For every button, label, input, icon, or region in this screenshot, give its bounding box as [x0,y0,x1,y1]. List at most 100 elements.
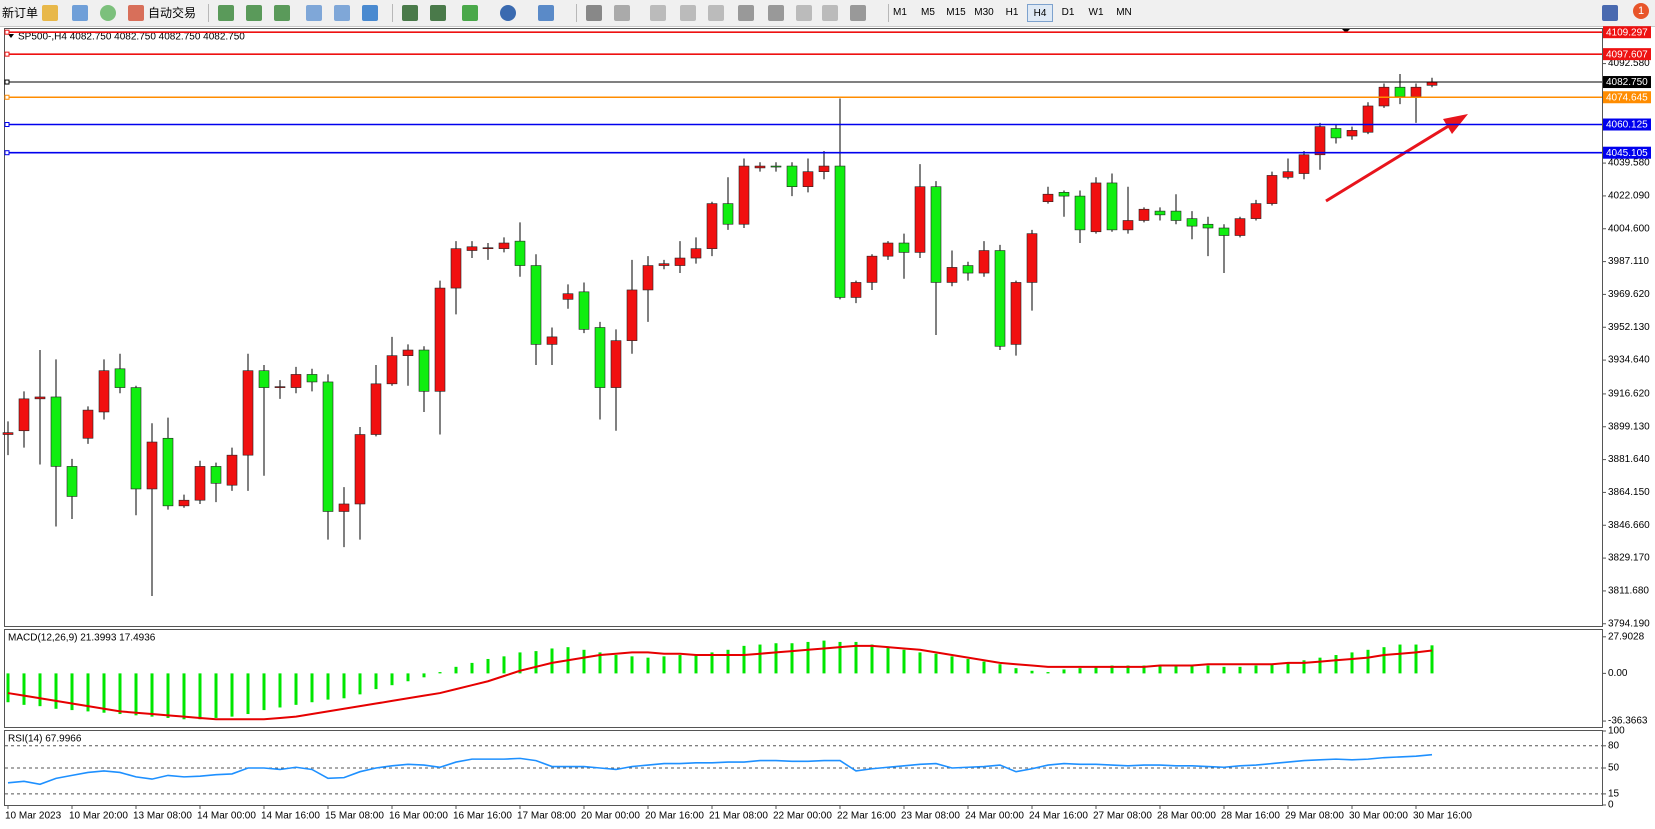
icon[interactable] [850,5,866,21]
icon[interactable] [614,5,630,21]
macd-bar [982,661,986,674]
icon[interactable] [430,5,446,21]
y-tick-label: 27.9028 [1608,631,1645,642]
icon[interactable] [334,5,350,21]
timeframe-button[interactable]: M5 [921,7,935,18]
price-label-box [1603,146,1651,159]
icon[interactable] [738,5,754,21]
price-label-box [1603,91,1651,104]
macd-bar [1094,666,1098,674]
timeframe-button[interactable]: M30 [974,7,994,18]
macd-bar [1190,665,1194,674]
candle-body [210,466,222,484]
toolbar: 新订单 自动交易 M1 M5 M15 M30 H1 H4 D1 W1 MN 1 [0,0,1655,27]
auto-trading-button[interactable]: 自动交易 [148,6,197,20]
candle-body [1346,130,1358,137]
icon[interactable] [128,5,144,21]
x-tick-label: 23 Mar 08:00 [901,811,960,822]
icon[interactable] [42,5,58,21]
candle-body [930,186,942,283]
icon[interactable] [100,5,116,21]
macd-bar [1078,668,1082,674]
candle-body [434,287,446,392]
icon[interactable] [680,5,696,21]
collapse-marker[interactable] [8,34,14,38]
x-tick-label: 27 Mar 08:00 [1093,811,1152,822]
timeframe-button[interactable]: MN [1116,7,1132,18]
candle-body [50,396,62,467]
candle-body [194,466,206,501]
timeframe-button[interactable]: H1 [1005,7,1019,18]
timeframe-button[interactable]: D1 [1061,7,1075,18]
y-tick-label: 3987.110 [1608,256,1649,267]
candle-body [914,186,926,253]
macd-bar [1334,655,1338,674]
candle-body [370,383,382,435]
candle-body [674,257,686,266]
x-tick-label: 29 Mar 08:00 [1285,811,1344,822]
new-order-button[interactable]: 新订单 [2,6,39,20]
icon[interactable] [218,5,234,21]
timeframe-button[interactable]: M1 [893,7,907,18]
icon[interactable] [586,5,602,21]
macd-bar [118,673,122,715]
icon[interactable] [462,5,478,21]
icon[interactable] [402,5,418,21]
candle-body [658,263,670,266]
icon[interactable] [72,5,88,21]
candle-body [514,240,526,266]
icon[interactable] [650,5,666,21]
icon[interactable] [822,5,838,21]
macd-bar [1350,652,1354,674]
x-tick-label: 14 Mar 16:00 [261,811,320,822]
timeframe-button[interactable]: H4 [1027,4,1053,22]
candle-body [338,503,350,512]
candle-body [178,499,190,507]
candle-body [1010,282,1022,345]
macd-bar [1062,669,1066,674]
macd-bar [406,673,410,682]
signal-line [7,644,1433,721]
candle-body [130,387,142,490]
icon[interactable] [768,5,784,21]
candle-body [770,165,782,168]
macd-bar [1398,644,1402,674]
icon[interactable] [306,5,322,21]
icon[interactable] [246,5,262,21]
icon[interactable] [538,5,554,21]
timeframe-button[interactable]: M15 [946,7,966,18]
icon[interactable] [708,5,724,21]
candle-body [626,289,638,341]
x-tick-label: 10 Mar 20:00 [69,811,128,822]
candle-body [1394,86,1406,97]
x-tick-label: 20 Mar 16:00 [645,811,704,822]
timeframe-button[interactable]: W1 [1088,7,1104,18]
macd-bar [1126,665,1130,674]
y-tick-label: 0 [1608,800,1614,811]
macd-bar [486,658,490,674]
notification-badge[interactable]: 1 [1633,3,1649,19]
macd-bar [998,664,1002,674]
candle-body [66,466,78,497]
icon[interactable] [362,5,378,21]
candle-body [562,293,574,300]
candle-body [1042,193,1054,203]
macd-bar [262,673,266,711]
icon[interactable] [500,5,516,21]
icon[interactable] [796,5,812,21]
macd-bar [150,673,154,717]
macd-bar [470,662,474,674]
macd-bar [54,673,58,709]
icon[interactable] [274,5,290,21]
candle-body [1410,86,1422,97]
y-tick-label: 3794.190 [1608,618,1650,629]
macd-bar [790,643,794,674]
macd-bar [1030,670,1034,674]
macd-bar [246,673,250,715]
candle-body [18,398,30,432]
macd-bar [838,641,842,674]
search-icon[interactable] [1602,5,1618,21]
x-tick-label: 10 Mar 2023 [5,811,62,822]
macd-bar [678,655,682,674]
